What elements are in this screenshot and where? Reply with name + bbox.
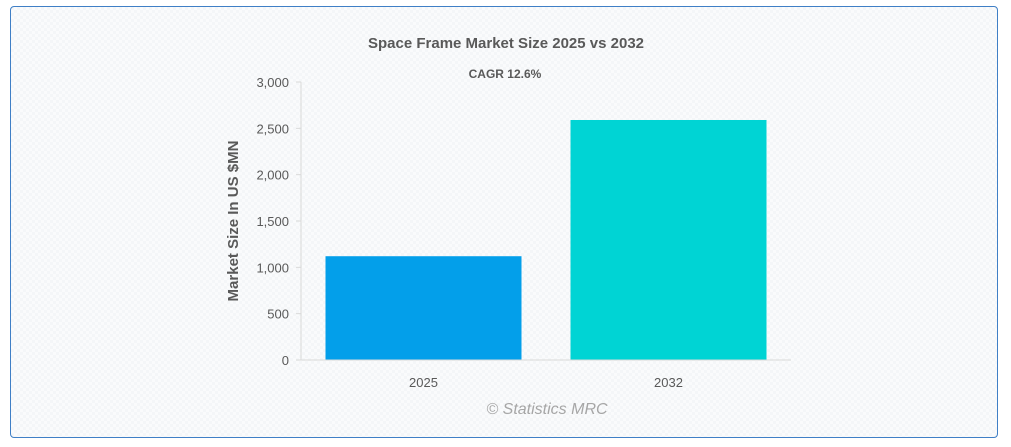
y-tick-label: 1,500 <box>256 214 289 229</box>
y-axis: 0 500 1,000 1,500 2,000 2,500 3,000 <box>256 75 302 368</box>
y-tick-label: 3,000 <box>256 75 289 90</box>
x-tick-label: 2032 <box>654 375 683 390</box>
y-tick-label: 0 <box>282 353 289 368</box>
bar-2025 <box>325 256 522 360</box>
chart-frame <box>10 6 998 438</box>
x-tick-label: 2025 <box>409 375 438 390</box>
y-tick-label: 500 <box>267 307 289 322</box>
watermark: © Statistics MRC <box>486 401 608 418</box>
chart-title: Space Frame Market Size 2025 vs 2032 <box>368 35 644 52</box>
x-axis: 2025 2032 <box>301 359 791 390</box>
bar-2032 <box>570 119 767 360</box>
chart-subtitle: CAGR 12.6% <box>469 67 542 81</box>
y-tick-label: 2,000 <box>256 168 289 183</box>
y-axis-label: Market Size In US $MN <box>225 141 242 302</box>
y-tick-label: 2,500 <box>256 121 289 136</box>
y-tick-label: 1,000 <box>256 260 289 275</box>
bars <box>325 119 767 360</box>
